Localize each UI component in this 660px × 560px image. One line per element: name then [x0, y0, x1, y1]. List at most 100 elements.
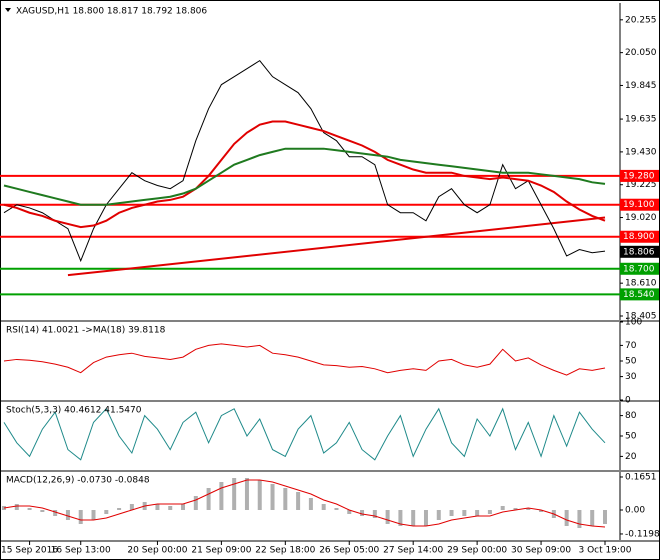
bar — [65, 510, 70, 520]
bar — [104, 510, 109, 514]
bar — [129, 504, 134, 510]
bar — [398, 510, 403, 526]
y-tick-label: 50 — [625, 432, 637, 442]
series-line — [3, 479, 606, 528]
level-label: 18.700 — [623, 264, 655, 274]
bar — [244, 478, 249, 510]
y-tick-label: 20 — [625, 452, 637, 462]
level-box — [620, 198, 659, 211]
x-tick-label: 29 Sep 00:00 — [447, 546, 507, 556]
bar — [347, 510, 352, 514]
panel-title: RSI(14) 41.0021 ->MA(18) 39.8118 — [6, 326, 166, 336]
bar — [385, 510, 390, 524]
bar — [40, 510, 45, 512]
y-tick-label: 0.00 — [625, 506, 645, 516]
x-tick-label: 15 Sep 2016 — [1, 546, 58, 556]
level-label: 18.540 — [623, 290, 655, 300]
y-tick-label: 19.430 — [625, 147, 657, 157]
bar — [590, 510, 595, 526]
bar — [500, 506, 505, 510]
bar — [14, 504, 19, 510]
bar — [193, 496, 198, 510]
bar — [155, 504, 160, 510]
bar — [78, 510, 83, 524]
bar — [436, 510, 441, 520]
level-box — [620, 230, 659, 243]
bar — [308, 498, 313, 510]
bar — [181, 504, 186, 510]
bar — [206, 488, 211, 510]
bar — [564, 510, 569, 526]
bar — [91, 510, 96, 520]
x-tick-label: 20 Sep 00:00 — [127, 546, 187, 556]
bar — [462, 510, 467, 516]
bar — [487, 510, 492, 514]
x-tick-label: 27 Sep 14:00 — [383, 546, 443, 556]
x-tick-label: 30 Sep 09:00 — [511, 546, 571, 556]
x-tick-label: 3 Oct 19:00 — [579, 546, 632, 556]
y-tick-label: 19.845 — [625, 81, 657, 91]
y-tick-label: 0.1651 — [625, 472, 657, 482]
y-tick-label: 19.635 — [625, 115, 657, 125]
bar — [168, 506, 173, 510]
bar — [270, 484, 275, 510]
bar — [449, 510, 454, 516]
bar — [513, 508, 518, 510]
x-tick-label: 26 Sep 05:00 — [319, 546, 379, 556]
level-label: 19.100 — [623, 200, 655, 210]
y-tick-label: 19.020 — [625, 213, 657, 223]
series-line — [3, 120, 606, 229]
level-label: 19.280 — [623, 171, 655, 181]
y-tick-label: 20.050 — [625, 48, 657, 58]
series-line — [3, 59, 606, 263]
level-box — [620, 288, 659, 301]
bar — [283, 488, 288, 510]
y-tick-label: 30 — [625, 372, 637, 382]
y-tick-label: 50 — [625, 357, 637, 367]
bar — [411, 510, 416, 526]
y-tick-label: 70 — [625, 341, 637, 351]
bar — [526, 508, 531, 510]
bar — [321, 504, 326, 510]
bar — [117, 508, 122, 510]
last-price-label: 18.806 — [623, 247, 655, 257]
y-tick-label: 100 — [625, 318, 642, 328]
level-label: 18.900 — [623, 232, 655, 242]
bar — [334, 508, 339, 510]
bar — [423, 510, 428, 526]
series-line — [3, 407, 606, 461]
level-box — [620, 169, 659, 182]
bar — [53, 510, 58, 516]
y-tick-label: 18.610 — [625, 279, 657, 289]
bar — [360, 510, 365, 516]
bar — [219, 482, 224, 510]
panel-title: Stoch(5,3,3) 40.4612 41.5470 — [6, 406, 142, 416]
bar — [27, 508, 32, 510]
x-tick-label: 16 Sep 13:00 — [51, 546, 111, 556]
series-line — [3, 147, 606, 206]
y-tick-label: -0.1198 — [625, 529, 660, 539]
panel-title: MACD(12,26,9) -0.0730 -0.0848 — [6, 476, 150, 486]
bar — [475, 510, 480, 516]
trend-line — [67, 216, 606, 277]
y-tick-label: 19.225 — [625, 180, 657, 190]
panel-title: XAGUSD,H1 18.800 18.817 18.792 18.806 — [16, 7, 207, 17]
x-tick-label: 22 Sep 18:00 — [255, 546, 315, 556]
bar — [232, 478, 237, 510]
y-tick-label: 20.255 — [625, 15, 657, 25]
bar — [257, 480, 262, 510]
x-tick-label: 21 Sep 09:00 — [191, 546, 251, 556]
menu-triangle — [5, 8, 11, 12]
bar — [539, 510, 544, 512]
bar — [2, 506, 6, 510]
y-tick-label: 18.405 — [625, 311, 657, 321]
bar — [603, 510, 607, 524]
bar — [577, 510, 582, 528]
y-tick-label: 80 — [625, 411, 637, 421]
last-price-box — [620, 245, 659, 258]
bar — [372, 510, 377, 518]
series-line — [3, 343, 606, 376]
level-box — [620, 262, 659, 275]
